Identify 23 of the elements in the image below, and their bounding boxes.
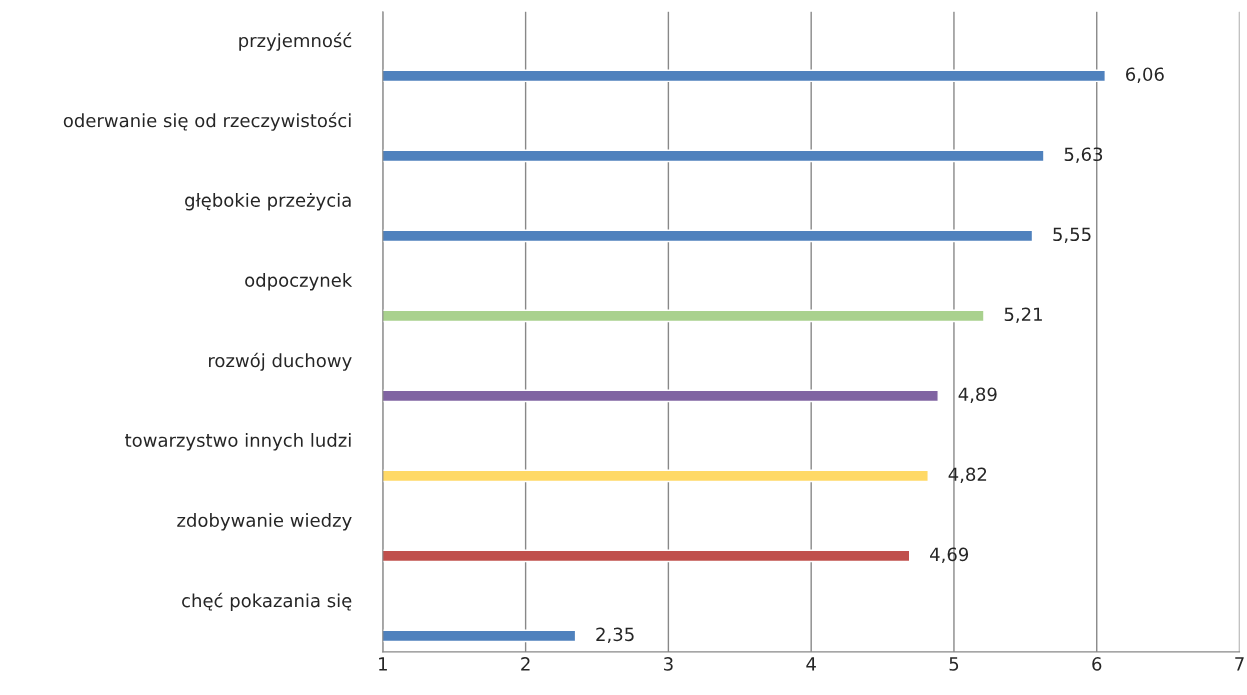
y-tick-label: rozwój duchowy — [209, 352, 352, 371]
data-label: 4,89 — [958, 387, 997, 403]
x-tick-label: 4 — [806, 657, 816, 671]
y-tick-label: odpoczynek — [245, 273, 353, 291]
data-label: 5,55 — [1053, 227, 1091, 243]
x-tick-label: 6 — [1092, 657, 1102, 671]
y-tick-label: oderwanie się od rzeczywistości — [63, 112, 351, 131]
y-tick-label: przyjemność — [239, 32, 352, 51]
x-tick-label: 7 — [1235, 657, 1244, 671]
y-tick-label: chęć pokazania się — [182, 592, 352, 611]
x-tick-label: 3 — [664, 657, 673, 671]
data-label: 4,69 — [930, 547, 969, 563]
data-label: 2,35 — [596, 627, 634, 643]
x-tick-label: 1 — [379, 657, 387, 671]
y-tick-label: zdobywanie wiedzy — [177, 513, 352, 531]
x-tick-label: 2 — [521, 657, 530, 671]
data-label: 5,63 — [1064, 147, 1103, 163]
data-label: 5,21 — [1004, 307, 1042, 323]
data-label: 6,06 — [1126, 67, 1164, 83]
data-label: 4,82 — [948, 467, 987, 483]
y-tick-label: towarzystwo innych ludzi — [125, 433, 351, 451]
y-tick-label: głębokie przeżycia — [185, 192, 351, 211]
x-tick-label: 5 — [949, 657, 959, 671]
